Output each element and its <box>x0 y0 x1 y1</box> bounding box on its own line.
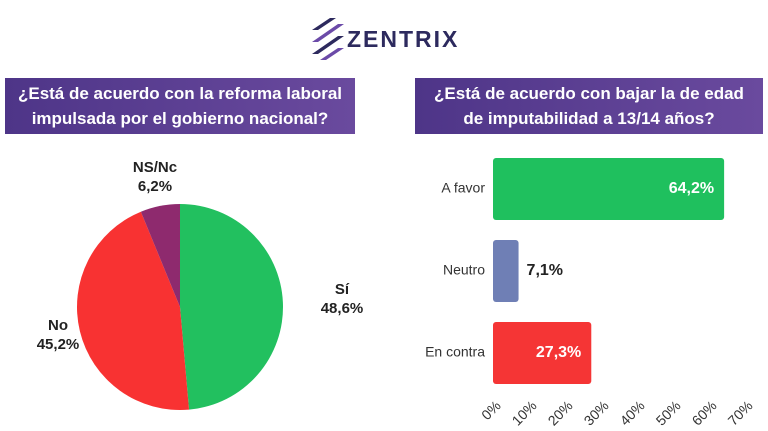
bar-title: ¿Está de acuerdo con bajar la de edad de… <box>415 78 763 134</box>
x-tick-label: 40% <box>617 397 648 428</box>
category-label: Neutro <box>443 262 485 278</box>
logo-icon <box>312 18 344 60</box>
pie-slice <box>140 204 180 307</box>
slice-label: No <box>48 317 68 334</box>
value-label: 27,3% <box>536 344 581 361</box>
brand: ZENTRIX <box>347 26 459 52</box>
x-tick-label: 50% <box>653 397 684 428</box>
value-label: 64,2% <box>669 180 714 197</box>
slice-label: Sí <box>335 281 350 298</box>
x-tick-label: 0% <box>478 397 504 423</box>
bar <box>493 322 592 384</box>
x-tick-label: 20% <box>545 397 576 428</box>
bar <box>493 240 519 302</box>
category-label: A favor <box>441 180 485 196</box>
slice-value: 6,2% <box>138 178 172 195</box>
x-tick-label: 10% <box>509 397 540 428</box>
slice-label: NS/Nc <box>133 159 177 176</box>
slice-value: 45,2% <box>37 336 80 353</box>
category-label: En contra <box>425 344 485 360</box>
x-tick-label: 60% <box>689 397 720 428</box>
x-tick-label: 70% <box>725 397 756 428</box>
bar <box>493 158 725 220</box>
pie-title: ¿Está de acuerdo con la reforma laboral … <box>5 78 355 134</box>
pie-slice <box>180 204 284 410</box>
pie-slice <box>76 211 190 411</box>
slice-value: 48,6% <box>321 300 364 317</box>
value-label: 7,1% <box>527 262 563 279</box>
x-tick-label: 30% <box>581 397 612 428</box>
